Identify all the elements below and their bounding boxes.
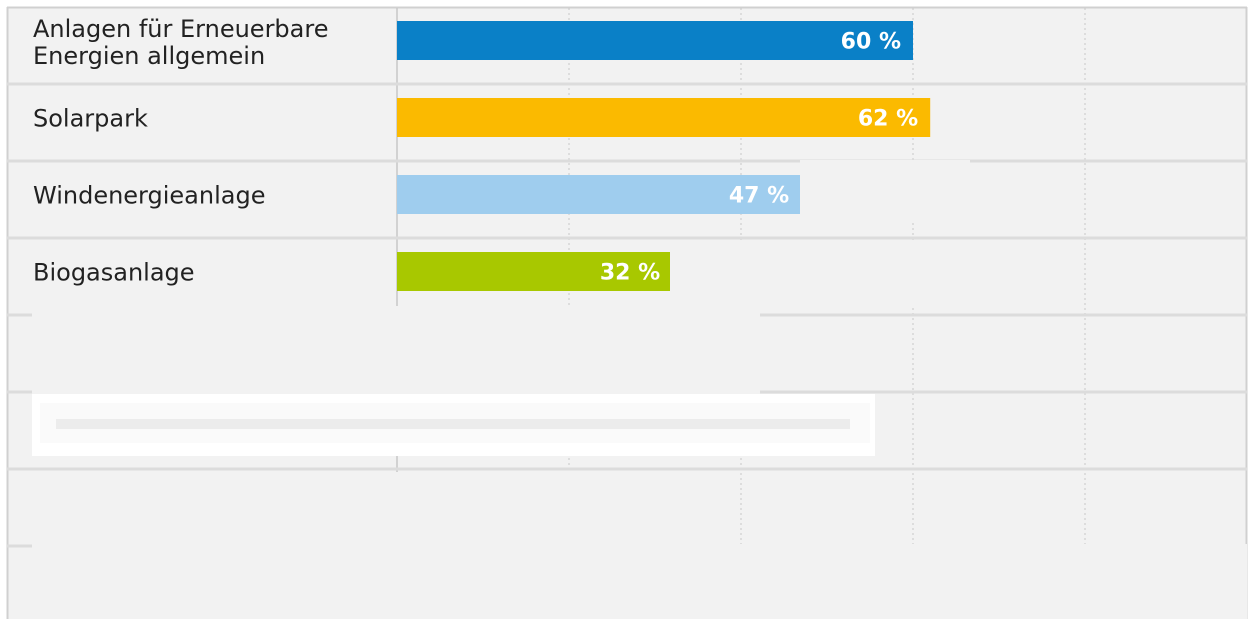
category-label-0-line-0: Anlagen für Erneuerbare xyxy=(33,15,328,43)
category-label-0: Anlagen für Erneuerbare Energien allgemei… xyxy=(33,15,328,70)
row-divider-2 xyxy=(7,159,1247,163)
bar-0 xyxy=(397,21,913,60)
row-divider-6 xyxy=(7,467,1247,471)
category-label-2: Windenergieanlage xyxy=(33,182,265,210)
row-divider-3 xyxy=(7,236,1247,240)
blank-patch-2 xyxy=(670,240,925,305)
chart-frame-top xyxy=(0,0,1253,7)
blank-area xyxy=(32,160,1247,619)
bar-value-label-2: 47 % xyxy=(729,184,789,209)
blank-panel-2 xyxy=(32,472,730,544)
blank-panel-1 xyxy=(32,306,760,394)
blank-box-line xyxy=(56,419,850,429)
bar-value-label-3: 32 % xyxy=(600,261,660,286)
blank-patch-1 xyxy=(800,160,970,220)
chart-frame-left xyxy=(0,0,7,619)
bar-value-label-0: 60 % xyxy=(841,30,901,55)
bar-value-label-1: 62 % xyxy=(858,107,918,132)
bar-3 xyxy=(397,252,673,291)
category-label-1: Solarpark xyxy=(33,105,148,133)
row-divider-1 xyxy=(7,82,1247,86)
bar-1 xyxy=(397,98,931,137)
category-label-0-line-1: Energien allgemein xyxy=(33,42,265,70)
blank-panel-3 xyxy=(32,544,1247,619)
chart-frame-right xyxy=(1247,0,1253,619)
category-label-3: Biogasanlage xyxy=(33,259,195,287)
bar-2 xyxy=(397,175,802,214)
bars: 60 % 62 % 47 % 32 % xyxy=(397,21,931,291)
category-labels: Anlagen für Erneuerbare Energien allgemei… xyxy=(33,15,328,287)
